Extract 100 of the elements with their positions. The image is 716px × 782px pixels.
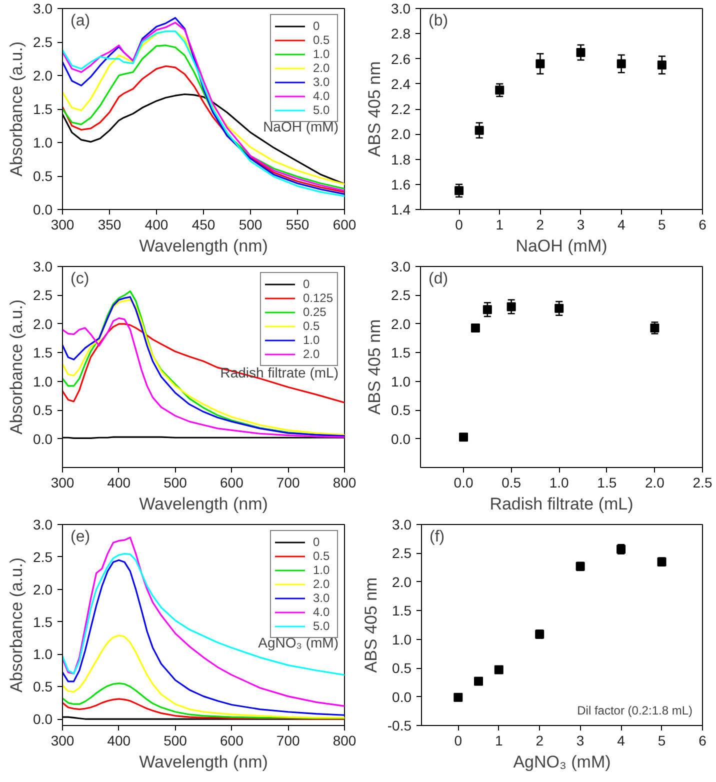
x-tick-label: 500 — [238, 216, 262, 232]
legend-label: 1.0 — [313, 563, 331, 577]
y-tick-label: 2.0 — [391, 316, 411, 332]
line-series — [62, 65, 344, 193]
x-tick-label: 2.5 — [692, 474, 712, 490]
point — [576, 48, 586, 57]
point — [506, 302, 516, 312]
legend-label: 0.5 — [313, 33, 331, 47]
y-tick-label: 3.0 — [33, 258, 53, 274]
y-tick-label: 1.5 — [392, 602, 412, 619]
point — [616, 59, 626, 68]
y-tick-label: 2.0 — [33, 68, 53, 84]
legend-title: AgNO₃ (mM) — [258, 634, 339, 650]
y-tick-label: 2.5 — [33, 287, 53, 304]
line-series — [62, 323, 344, 404]
legend-label: 4.0 — [313, 89, 331, 103]
y-tick-label: 1.0 — [33, 646, 53, 662]
x-tick-label: 700 — [276, 732, 300, 748]
x-tick-label: 2 — [536, 216, 544, 232]
x-tick-label: 1 — [494, 732, 503, 748]
point — [454, 186, 464, 196]
y-tick-label: 1.5 — [33, 101, 53, 117]
x-tick-label: 0.5 — [502, 474, 522, 490]
y-tick-label: 1.6 — [391, 176, 411, 192]
legend-label: 5.0 — [313, 619, 331, 633]
line-series — [62, 698, 344, 720]
chart-title: (b) — [428, 12, 448, 30]
y-tick-label: 0.0 — [392, 688, 412, 705]
x-tick-label: 400 — [107, 474, 131, 490]
x-tick-label: 3 — [576, 216, 585, 232]
line-series — [62, 682, 344, 720]
y-tick-label: 1.5 — [391, 344, 411, 361]
x-tick-label: 300 — [50, 474, 74, 490]
point — [495, 86, 504, 95]
legend-label: 0.5 — [313, 549, 331, 563]
y-axis-title: Absorbance (a.u.) — [7, 41, 26, 177]
x-tick-label: 450 — [192, 216, 216, 232]
x-tick-label: 1.0 — [549, 474, 570, 490]
legend-label: 0 — [313, 19, 321, 33]
legend-label: 4.0 — [313, 605, 331, 619]
legend-label: 3.0 — [313, 591, 331, 605]
legend-label: 1.0 — [313, 47, 331, 61]
y-tick-label: 2.8 — [391, 26, 411, 42]
legend-label: 0.25 — [302, 305, 326, 319]
y-tick-label: 2.2 — [391, 101, 411, 117]
chart-title: (a) — [70, 12, 90, 30]
y-tick-label: 1.0 — [33, 373, 53, 390]
legend-title: NaOH (mM) — [263, 118, 339, 134]
x-tick-label: 800 — [332, 474, 356, 490]
y-tick-label: 1.0 — [392, 631, 412, 648]
legend-label: 2.0 — [302, 347, 321, 361]
y-tick-label: 0.5 — [33, 678, 53, 695]
y-tick-label: 2.0 — [392, 574, 412, 590]
point — [494, 665, 504, 674]
y-tick-label: 2.0 — [391, 126, 411, 142]
point — [474, 126, 484, 135]
x-tick-label: 800 — [332, 732, 356, 748]
line-series — [62, 559, 344, 716]
y-tick-label: 2.5 — [33, 548, 53, 565]
point — [482, 305, 492, 314]
y-tick-label: 2.5 — [391, 287, 411, 304]
legend-label: 2.0 — [313, 577, 331, 591]
y-tick-label: 3.0 — [392, 516, 412, 532]
point — [536, 59, 545, 68]
x-tick-label: 0 — [454, 732, 462, 748]
y-tick-label: 0.0 — [33, 430, 53, 447]
y-tick-label: 3.0 — [391, 258, 411, 274]
point — [459, 432, 468, 442]
line-series — [62, 552, 344, 676]
y-tick-label: 2.5 — [392, 545, 412, 562]
x-tick-label: 4 — [617, 732, 626, 748]
x-tick-label: 600 — [220, 732, 244, 748]
y-tick-label: 1.0 — [33, 134, 53, 150]
y-tick-label: 2.4 — [391, 76, 411, 92]
x-tick-label: 1.5 — [597, 474, 617, 490]
x-tick-label: 600 — [220, 474, 244, 490]
legend-label: 1.0 — [302, 333, 321, 347]
y-tick-label: 0.0 — [33, 202, 53, 218]
chart-title: (d) — [428, 270, 448, 288]
y-tick-label: 1.4 — [391, 202, 411, 218]
point — [657, 60, 666, 70]
x-tick-label: 3 — [576, 732, 584, 748]
x-tick-label: 700 — [276, 474, 300, 490]
annotation: Dil factor (0.2:1.8 mL) — [577, 704, 693, 718]
x-tick-label: 1 — [496, 216, 504, 232]
x-tick-label: 0 — [455, 216, 464, 232]
x-tick-label: 400 — [144, 216, 168, 232]
x-tick-label: 300 — [50, 216, 74, 232]
y-tick-label: 0.5 — [391, 402, 411, 418]
x-axis-title: NaOH (mM) — [516, 236, 608, 256]
y-tick-label: 2.5 — [33, 34, 53, 50]
y-tick-label: -0.5 — [387, 718, 412, 734]
legend-label: 2.0 — [313, 61, 331, 75]
x-tick-label: 4 — [617, 216, 626, 232]
x-tick-label: 600 — [332, 216, 356, 232]
y-tick-label: 3.0 — [391, 0, 411, 16]
y-tick-label: 0.5 — [33, 402, 53, 418]
legend-label: 5.0 — [313, 103, 331, 117]
x-tick-label: 0.0 — [454, 474, 474, 490]
x-tick-label: 2 — [536, 732, 544, 748]
